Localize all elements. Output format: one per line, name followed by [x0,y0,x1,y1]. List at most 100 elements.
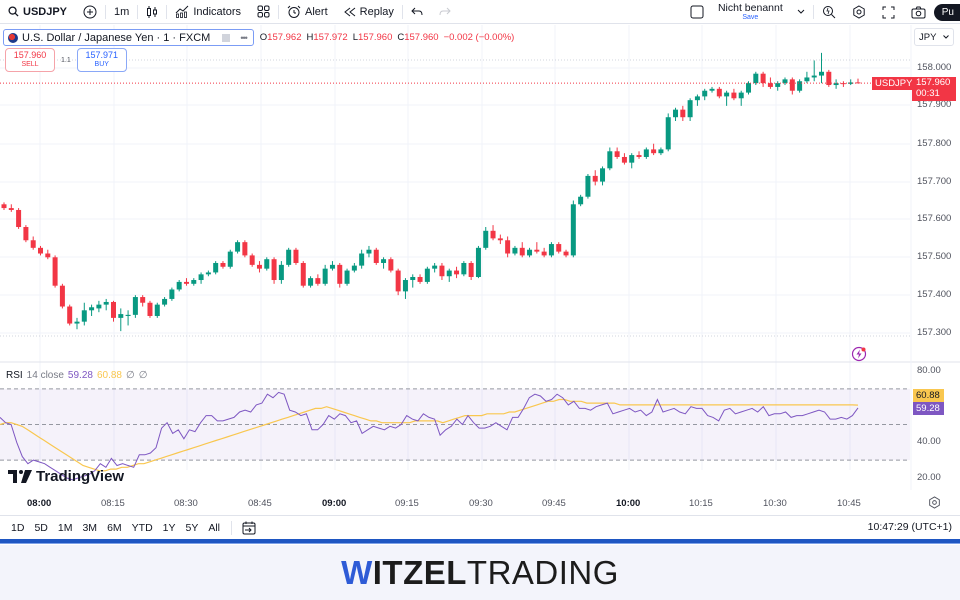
range-button-3m[interactable]: 3M [82,521,98,534]
rsi-legend[interactable]: RSI 14 close 59.28 60.88 ∅ ∅ [6,370,147,381]
interval-button[interactable]: 1m [106,0,137,24]
close-key: C [397,32,405,43]
rsi-empty-value-1: ∅ [125,370,135,381]
top-toolbar: USDJPY 1m Indicators Alert Replay Nicht … [0,0,960,24]
range-button-5y[interactable]: 5Y [185,521,199,534]
compare-symbol-button[interactable] [75,0,105,24]
market-status-icon [222,33,231,42]
ohlc-values: O157.962 H157.972 L157.960 C157.960 −0.0… [260,32,515,43]
tradingview-wordmark: TradingView [36,468,125,485]
symbol-price-tag: USDJPY [872,77,916,90]
layout-name-button[interactable]: Nicht benannt Save [712,3,789,22]
brand-w: W [341,553,373,591]
price-axis-label: 157.400 [917,289,952,300]
indicators-button[interactable]: Indicators [167,0,249,24]
quick-search-button[interactable] [814,0,844,24]
time-axis-label: 09:45 [542,498,566,509]
lightning-alert-icon[interactable] [851,346,867,362]
undo-button[interactable] [403,0,431,24]
chart-legend: U.S. Dollar / Japanese Yen · 1 · FXCM ••… [3,29,514,46]
price-axis-label: 157.300 [917,327,952,338]
price-axis-label: 157.500 [917,251,952,262]
gear-icon [929,496,940,509]
layout-name: Nicht benannt [717,1,783,14]
publish-button[interactable]: Pu [933,3,960,21]
close-value: 157.960 [404,32,439,43]
time-axis-label: 10:15 [689,498,713,509]
spread-value: 1.1 [61,56,71,64]
range-button-1y[interactable]: 1Y [162,521,176,534]
time-axis-label: 10:30 [763,498,787,509]
chart-area[interactable]: U.S. Dollar / Japanese Yen · 1 · FXCM ••… [0,25,960,515]
symbol-search-button[interactable]: USDJPY [0,0,75,24]
high-key: H [306,32,314,43]
axis-settings-button[interactable] [928,496,941,509]
open-key: O [259,32,268,43]
price-axis-label: 157.600 [917,213,952,224]
chart-canvas[interactable] [0,25,960,515]
range-button-ytd[interactable]: YTD [131,521,153,534]
divider-band [0,539,960,544]
buy-button[interactable]: 157.971 BUY [76,48,127,72]
currency-select[interactable]: JPY [914,28,954,46]
low-key: L [352,32,359,43]
camera-icon [911,6,926,19]
tradingview-logo[interactable]: TradingView [8,468,124,485]
symbol-title-box[interactable]: U.S. Dollar / Japanese Yen · 1 · FXCM ••… [3,29,254,46]
screenshot-button[interactable] [903,0,934,24]
usd-jpy-flag-icon [8,32,18,43]
search-spark-icon [822,5,836,19]
replay-button[interactable]: Replay [336,0,402,24]
fullscreen-button[interactable] [874,0,903,24]
price-axis-label: 157.900 [917,99,952,110]
redo-button[interactable] [431,0,459,24]
brand-bold: ITZEL [372,553,467,591]
interval-label: 1m [114,5,130,18]
rsi-axis-label: 20.00 [917,472,941,483]
bar-countdown: 00:31 [916,87,940,99]
time-axis-label: 09:15 [395,498,419,509]
range-button-all[interactable]: All [208,521,221,534]
high-value: 157.972 [313,32,348,43]
witzeltrading-logo: W ITZEL TRADING [341,554,619,592]
time-axis-label: 09:30 [469,498,493,509]
symbol-name: USDJPY [23,5,68,18]
price-axis-label: 157.700 [917,176,952,187]
layout-checkbox[interactable] [682,0,712,24]
price-axis-label: 158.000 [917,62,952,73]
last-price: 157.960 [916,77,951,88]
fullscreen-icon [882,6,895,19]
symbol-title: U.S. Dollar / Japanese Yen · 1 · FXCM [22,31,211,44]
settings-button[interactable] [844,0,874,24]
low-value: 157.960 [358,32,393,43]
tradingview-mark-icon [8,470,32,483]
buy-price: 157.971 [85,50,118,61]
sell-price: 157.960 [13,50,47,61]
indicators-icon [175,5,189,18]
layouts-button[interactable] [249,0,278,24]
time-axis-label: 08:45 [248,498,272,509]
alert-button[interactable]: Alert [279,0,336,24]
more-options-icon[interactable]: ••• [240,32,248,43]
undo-icon [411,7,423,17]
clock-timezone[interactable]: 10:47:29 (UTC+1) [867,521,952,533]
square-icon [690,5,704,19]
range-button-1d[interactable]: 1D [11,521,25,534]
time-axis-label: 08:15 [101,498,125,509]
sell-label: SELL [21,61,39,69]
plus-circle-icon [83,5,97,19]
sell-button[interactable]: 157.960 SELL [5,48,55,72]
candles-icon [146,5,158,19]
bottom-toolbar: 1D 5D 1M 3M 6M YTD 1Y 5Y All 10:47:29 (UTC+1) [0,515,960,539]
rsi-ma-value: 60.88 [96,370,122,381]
layout-menu-button[interactable] [789,0,813,24]
save-link[interactable]: Save [742,14,759,22]
range-button-1m[interactable]: 1M [57,521,73,534]
toolbar-right: Nicht benannt Save Pu [682,0,960,24]
range-button-6m[interactable]: 6M [107,521,122,534]
trade-panel: 157.960 SELL 1.1 157.971 BUY [5,48,127,72]
goto-date-button[interactable] [238,521,260,535]
grid-layout-icon [257,5,270,18]
chart-type-button[interactable] [138,0,166,24]
range-button-5d[interactable]: 5D [34,521,48,534]
